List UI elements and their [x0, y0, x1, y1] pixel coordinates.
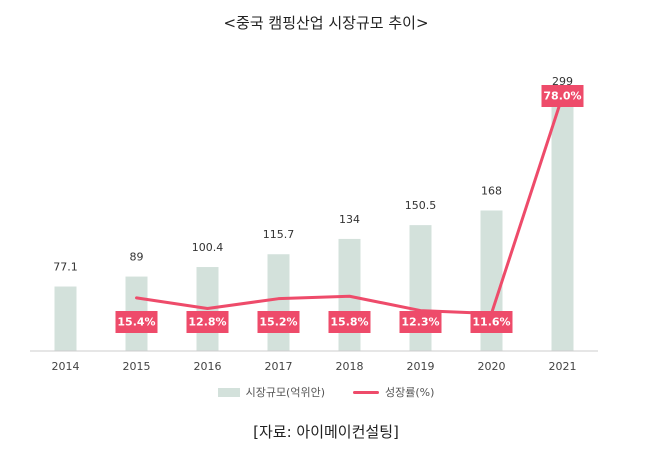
legend-label-growth-rate: 성장률(%) [385, 386, 435, 399]
growth-rate-label-2018: 15.8% [328, 311, 371, 333]
legend-line-swatch [353, 390, 380, 394]
growth-rate-text-2021: 78.0% [543, 90, 581, 103]
growth-rate-text-2017: 15.2% [259, 316, 297, 329]
x-tick-label-2019: 2019 [407, 360, 435, 373]
x-tick-label-2016: 2016 [194, 360, 222, 373]
growth-rate-label-2015: 15.4% [115, 311, 158, 333]
bar-value-label-2020: 168 [481, 184, 502, 197]
growth-rate-box-2018 [328, 311, 371, 333]
bar-value-label-2017: 115.7 [263, 228, 295, 241]
x-tick-label-2017: 2017 [265, 360, 293, 373]
x-tick-label-2014: 2014 [52, 360, 80, 373]
bar-2021 [551, 100, 574, 351]
growth-rate-text-2016: 12.8% [188, 316, 226, 329]
legend-bar-swatch [217, 387, 240, 397]
source-note: [자료: 아이메이컨설팅] [253, 423, 399, 441]
x-tick-label-2020: 2020 [478, 360, 506, 373]
x-tick-label-2021: 2021 [549, 360, 577, 373]
legend-label-market-size: 시장규모(억위안) [245, 386, 326, 399]
growth-rate-text-2019: 12.3% [401, 316, 439, 329]
growth-rate-box-2020 [470, 311, 513, 333]
bar-value-label-2016: 100.4 [192, 241, 224, 254]
bar-value-label-2018: 134 [339, 213, 360, 226]
x-tick-labels: 2014 2015 2016 2017 2018 2019 2020 2021 [52, 360, 577, 373]
growth-rate-text-2020: 11.6% [472, 316, 510, 329]
legend: 시장규모(억위안) 성장률(%) [0, 384, 652, 400]
growth-rate-label-2017: 15.2% [257, 311, 300, 333]
growth-rate-text-2018: 15.8% [330, 316, 368, 329]
growth-rate-labels: 15.4% 12.8% 15.2% 15.8% 12.3% 11.6% 78.0% [115, 85, 584, 333]
chart-title: <중국 캠핑산업 시장규모 추이> [223, 14, 429, 32]
growth-rate-label-2019: 12.3% [399, 311, 442, 333]
growth-rate-label-2016: 12.8% [186, 311, 229, 333]
growth-rate-label-2021: 78.0% [541, 85, 584, 107]
x-tick-label-2018: 2018 [336, 360, 364, 373]
growth-rate-label-2020: 11.6% [470, 311, 513, 333]
bar-2017 [267, 254, 290, 351]
bar-value-label-2019: 150.5 [405, 199, 437, 212]
growth-rate-box-2021 [541, 85, 584, 107]
growth-rate-text-2015: 15.4% [117, 316, 155, 329]
legend-item-growth-rate: 성장률(%) [353, 384, 434, 400]
bar-value-label-2015: 89 [130, 251, 144, 264]
growth-rate-box-2017 [257, 311, 300, 333]
growth-rate-box-2019 [399, 311, 442, 333]
growth-rate-box-2016 [186, 311, 229, 333]
bar-value-label-2021: 299 [552, 75, 573, 88]
growth-rate-box-2015 [115, 311, 158, 333]
x-tick-label-2015: 2015 [123, 360, 151, 373]
bars-layer: 77.1 89 100.4 115.7 134 150.5 168 299 [53, 75, 574, 351]
bar-2014 [54, 286, 77, 351]
bar-value-label-2014: 77.1 [53, 261, 78, 274]
legend-item-market-size: 시장규모(억위안) [217, 384, 326, 400]
